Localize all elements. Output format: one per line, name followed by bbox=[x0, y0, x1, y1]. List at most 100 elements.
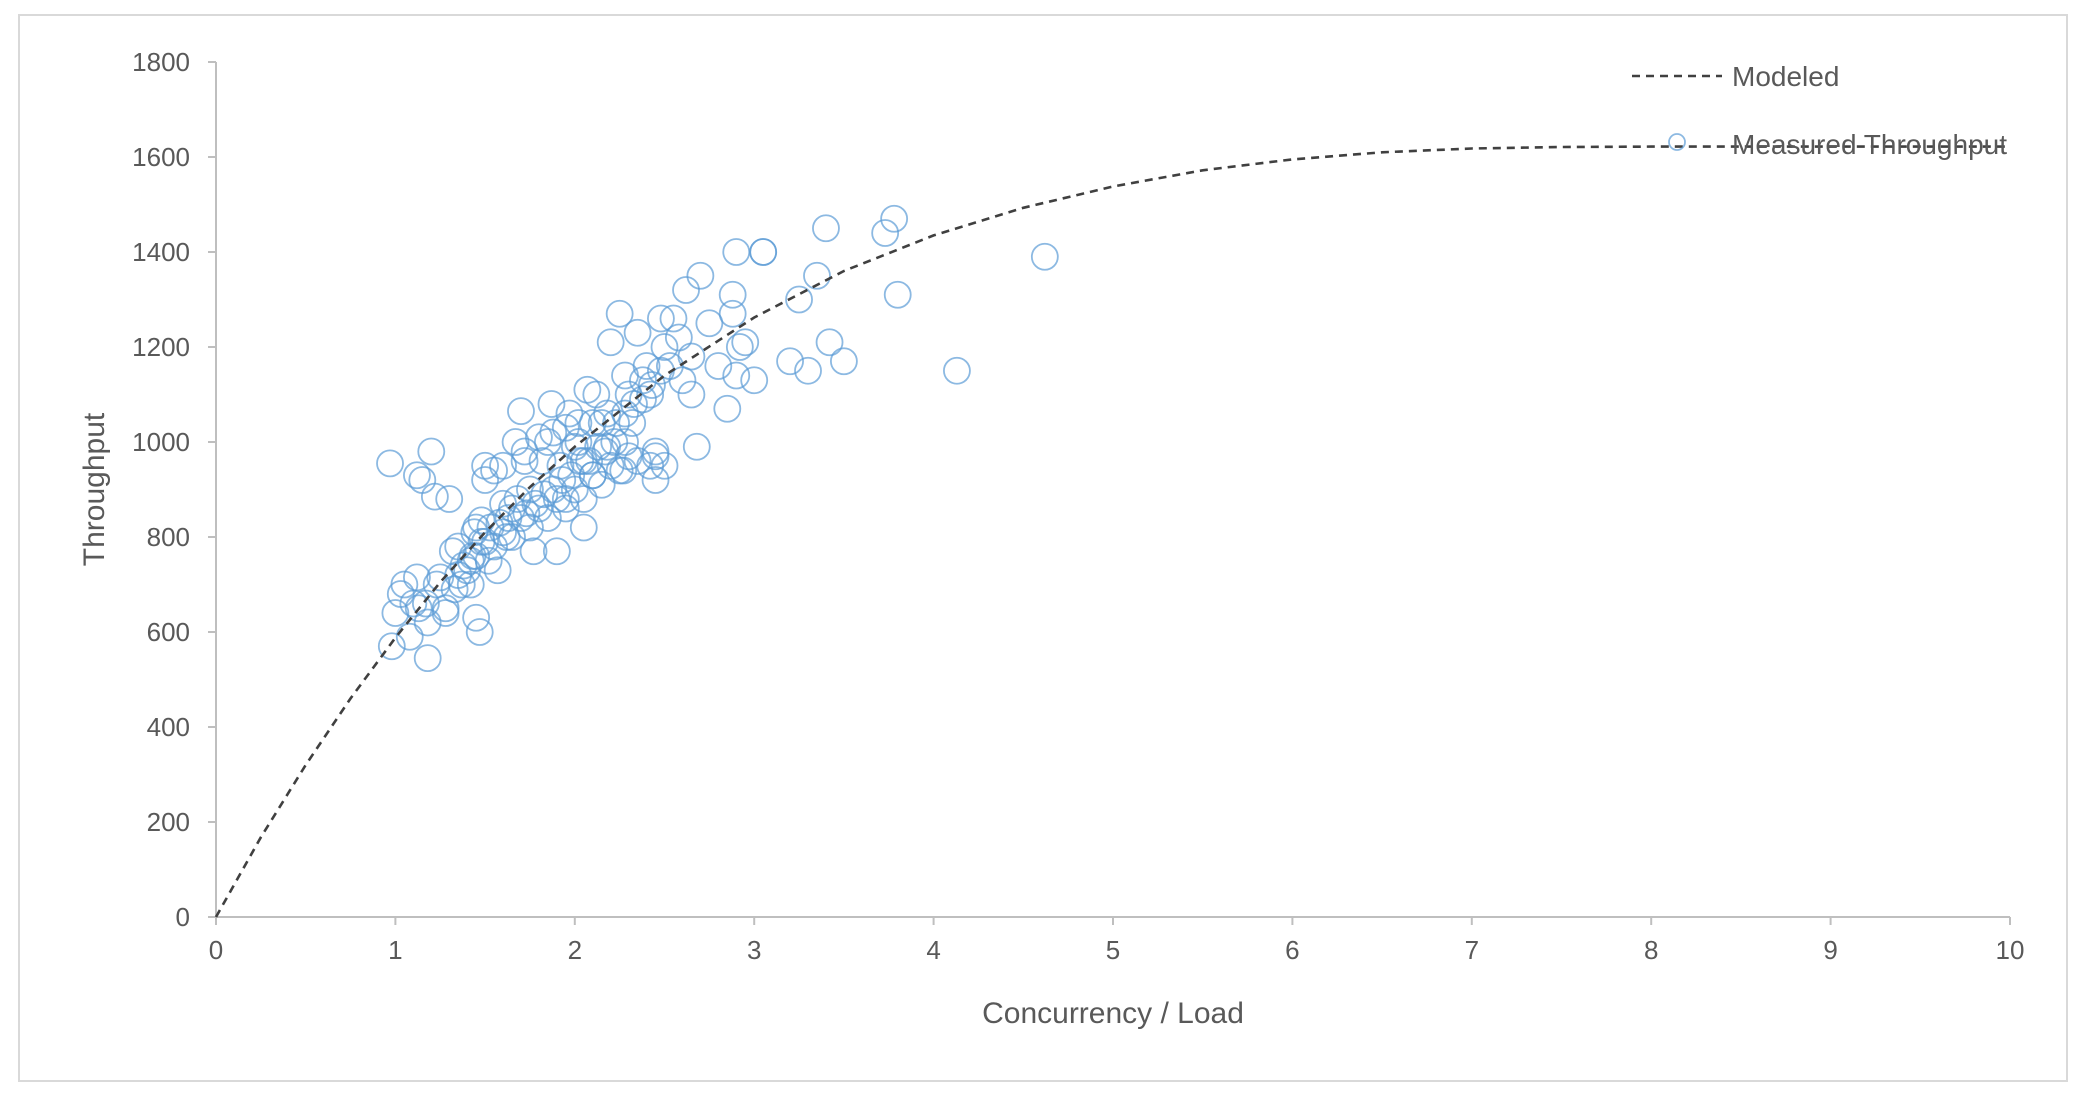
measured-point bbox=[740, 366, 769, 395]
measured-point bbox=[611, 361, 639, 390]
measured-point bbox=[467, 506, 496, 535]
measured-points bbox=[376, 204, 1059, 673]
measured-point bbox=[578, 461, 607, 490]
measured-point bbox=[718, 299, 747, 328]
y-tick-label: 1200 bbox=[132, 332, 190, 362]
measured-point bbox=[465, 618, 494, 646]
y-tick-label: 1800 bbox=[132, 47, 190, 77]
measured-point bbox=[408, 466, 437, 494]
measured-point bbox=[713, 394, 742, 423]
x-tick-label: 3 bbox=[747, 935, 761, 965]
x-tick-label: 10 bbox=[1996, 935, 2025, 965]
measured-point bbox=[569, 485, 598, 513]
measured-point bbox=[462, 513, 491, 542]
measured-point bbox=[404, 594, 433, 623]
measured-point bbox=[812, 214, 840, 243]
measured-point bbox=[722, 238, 751, 266]
measured-point bbox=[776, 347, 804, 376]
measured-point bbox=[830, 347, 858, 376]
measured-point bbox=[417, 437, 446, 466]
measured-point bbox=[659, 304, 688, 333]
measured-point bbox=[629, 385, 657, 414]
measured-point bbox=[718, 280, 747, 309]
x-tick-label: 1 bbox=[388, 935, 402, 965]
x-tick-label: 5 bbox=[1106, 935, 1120, 965]
y-tick-label: 1600 bbox=[132, 142, 190, 172]
measured-point bbox=[420, 482, 449, 511]
measured-point bbox=[641, 466, 670, 494]
x-ticks: 0 1 2 3 4 5 6 7 8 9 10 bbox=[209, 917, 2025, 965]
y-tick-label: 1000 bbox=[132, 427, 190, 457]
measured-point bbox=[695, 309, 724, 338]
legend: Modeled Measured Throughput bbox=[1632, 61, 2007, 160]
measured-point bbox=[471, 451, 500, 480]
measured-point bbox=[471, 466, 500, 494]
measured-point bbox=[510, 437, 539, 466]
measured-point bbox=[605, 456, 634, 485]
measured-point bbox=[386, 580, 415, 608]
measured-point bbox=[794, 356, 822, 385]
measured-point bbox=[618, 409, 647, 437]
measured-point bbox=[519, 537, 548, 566]
legend-measured-label: Measured Throughput bbox=[1732, 129, 2007, 160]
measured-point bbox=[749, 238, 778, 266]
measured-point bbox=[516, 513, 544, 542]
measured-point bbox=[560, 432, 589, 461]
measured-point bbox=[677, 380, 706, 409]
measured-point bbox=[722, 361, 751, 390]
measured-point bbox=[647, 304, 675, 333]
measured-point bbox=[593, 399, 621, 428]
measured-point bbox=[510, 447, 539, 475]
measured-point bbox=[537, 390, 566, 418]
measured-point bbox=[880, 204, 909, 233]
y-ticks: 0 200 400 600 800 1000 1200 1400 1600 1800 bbox=[132, 47, 216, 932]
measured-point bbox=[803, 261, 831, 290]
measured-point bbox=[435, 485, 464, 513]
measured-point bbox=[431, 594, 460, 623]
measured-point bbox=[525, 494, 553, 523]
measured-point bbox=[376, 449, 404, 478]
measured-point bbox=[785, 285, 813, 314]
measured-point bbox=[655, 352, 684, 380]
measured-point bbox=[636, 380, 665, 409]
measured-point bbox=[440, 575, 469, 604]
measured-point bbox=[943, 356, 971, 385]
measured-point bbox=[542, 537, 571, 566]
x-tick-label: 7 bbox=[1465, 935, 1479, 965]
measured-point bbox=[871, 219, 900, 247]
measured-point bbox=[704, 352, 733, 380]
measured-point bbox=[533, 428, 562, 456]
chart-frame bbox=[18, 14, 2068, 1082]
measured-point bbox=[546, 451, 575, 480]
measured-point bbox=[395, 622, 424, 651]
measured-point bbox=[564, 409, 593, 437]
measured-point bbox=[555, 399, 584, 428]
measured-point bbox=[411, 589, 440, 618]
measured-point bbox=[480, 532, 508, 561]
measured-point bbox=[672, 276, 700, 304]
measured-point bbox=[403, 563, 431, 592]
measured-point bbox=[569, 513, 598, 542]
legend-measured-swatch bbox=[1668, 133, 1686, 151]
measured-point bbox=[403, 461, 431, 490]
measured-point bbox=[731, 328, 760, 357]
measured-point bbox=[650, 451, 679, 480]
measured-point bbox=[377, 632, 406, 661]
y-tick-label: 400 bbox=[147, 712, 190, 742]
measured-point bbox=[426, 563, 455, 592]
modeled-line bbox=[214, 145, 2010, 918]
measured-point bbox=[498, 523, 526, 551]
measured-point bbox=[587, 470, 616, 499]
measured-point bbox=[539, 418, 568, 447]
measured-point bbox=[584, 432, 613, 461]
measured-point bbox=[381, 599, 410, 627]
measured-point bbox=[641, 442, 670, 471]
x-tick-label: 4 bbox=[926, 935, 940, 965]
measured-point bbox=[542, 485, 571, 513]
y-tick-label: 800 bbox=[147, 522, 190, 552]
measured-point bbox=[623, 318, 652, 347]
measured-point bbox=[413, 644, 442, 673]
measured-point bbox=[686, 261, 715, 290]
measured-point bbox=[483, 556, 512, 585]
legend-modeled-label: Modeled bbox=[1732, 61, 1839, 92]
